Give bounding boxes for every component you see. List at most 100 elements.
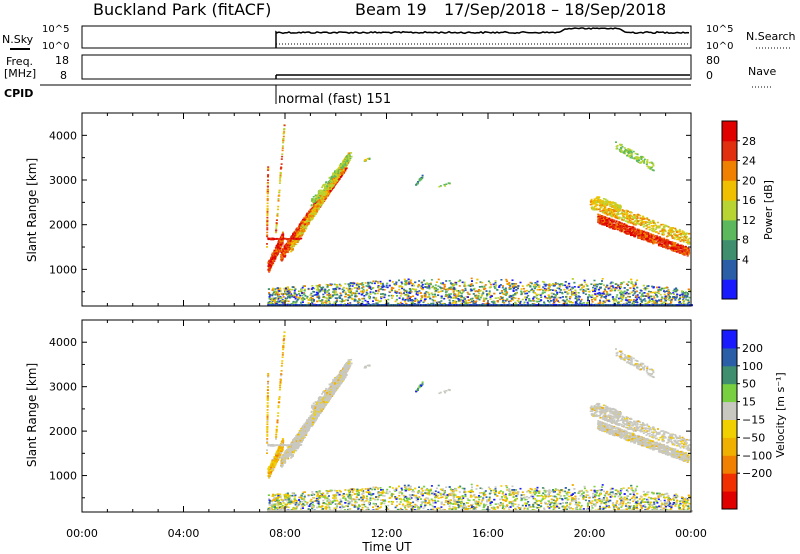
echo: [633, 231, 636, 233]
echo: [334, 171, 337, 173]
echo: [297, 231, 299, 234]
echo: [677, 237, 680, 239]
echo: [445, 183, 448, 185]
echo: [326, 294, 329, 296]
echo: [615, 208, 618, 210]
echo: [540, 293, 543, 296]
echo: [606, 200, 609, 202]
echo: [287, 251, 290, 254]
echo: [627, 148, 630, 150]
echo: [267, 265, 270, 267]
echo: [593, 203, 596, 205]
echo: [301, 232, 304, 234]
echo: [597, 217, 600, 219]
echo: [376, 292, 379, 295]
echo: [645, 220, 648, 223]
echo: [591, 208, 594, 210]
echo: [620, 212, 623, 215]
echo: [670, 227, 673, 229]
echo: [671, 229, 674, 232]
echo: [625, 226, 628, 229]
echo: [614, 205, 617, 208]
echo: [279, 178, 282, 180]
echo: [349, 157, 352, 160]
echo: [615, 209, 618, 212]
echo: [270, 257, 272, 259]
echo: [639, 232, 642, 234]
echo: [673, 245, 676, 248]
echo: [279, 180, 282, 182]
echo: [632, 217, 635, 219]
echo: [449, 295, 452, 298]
echo: [291, 235, 294, 237]
echo: [637, 220, 640, 223]
echo: [313, 204, 316, 206]
echo: [350, 288, 353, 290]
echo: [600, 222, 603, 224]
echo: [610, 288, 613, 290]
echo: [282, 138, 285, 140]
echo: [651, 240, 654, 242]
echo: [369, 281, 372, 284]
echo: [667, 242, 670, 244]
echo: [361, 287, 364, 289]
echo: [648, 234, 651, 237]
echo: [665, 243, 668, 245]
echo: [266, 207, 269, 210]
echo: [335, 169, 338, 172]
echo: [646, 162, 649, 164]
echo: [599, 207, 602, 209]
echo: [667, 239, 670, 241]
echo: [595, 199, 598, 202]
echo: [330, 186, 333, 189]
echo: [607, 213, 610, 216]
echo: [628, 215, 631, 217]
echo: [295, 300, 298, 302]
echo: [520, 288, 523, 290]
echo: [339, 300, 342, 303]
echo: [680, 247, 682, 250]
echo: [595, 197, 598, 199]
echo: [347, 156, 350, 158]
echo: [626, 218, 629, 220]
echo: [313, 198, 316, 200]
echo: [320, 203, 323, 206]
echo: [619, 149, 622, 151]
echo: [619, 207, 622, 209]
echo: [597, 198, 600, 201]
echo: [620, 224, 623, 227]
echo: [599, 205, 602, 208]
echo: [291, 236, 293, 238]
echo: [317, 285, 319, 287]
echo: [298, 234, 301, 237]
echo: [603, 212, 606, 215]
echo: [613, 214, 615, 217]
echo: [677, 238, 680, 240]
echo: [333, 178, 336, 181]
echo: [292, 237, 295, 240]
echo: [324, 187, 327, 189]
echo: [643, 218, 646, 220]
echo: [540, 296, 543, 298]
echo: [266, 195, 269, 198]
echo: [613, 226, 616, 229]
echo: [266, 220, 269, 222]
echo: [435, 281, 438, 283]
echo: [629, 217, 632, 219]
echo: [547, 289, 550, 292]
echo: [316, 194, 319, 197]
echo: [600, 206, 603, 208]
echo: [614, 202, 617, 204]
freq-label: Freq.: [6, 55, 33, 68]
echo: [636, 228, 639, 231]
echo: [280, 158, 283, 160]
echo: [312, 215, 315, 217]
echo: [546, 297, 549, 300]
echo: [309, 217, 312, 219]
echo: [605, 219, 608, 222]
echo: [606, 208, 609, 211]
echo: [634, 230, 637, 232]
echo: [625, 297, 628, 299]
echo: [277, 205, 280, 208]
echo: [367, 302, 370, 305]
